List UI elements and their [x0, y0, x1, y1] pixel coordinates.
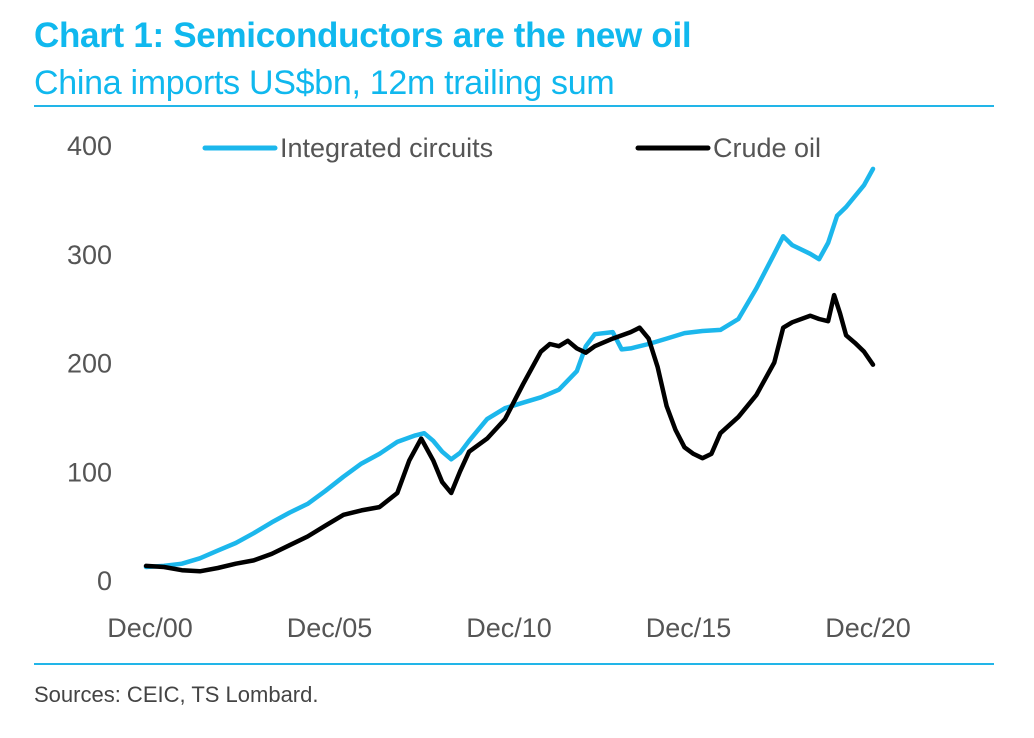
- legend-label: Integrated circuits: [280, 133, 493, 163]
- legend: Integrated circuits Crude oil: [202, 133, 821, 163]
- source-note: Sources: CEIC, TS Lombard.: [34, 682, 319, 707]
- chart-subtitle: China imports US$bn, 12m trailing sum: [34, 64, 615, 102]
- x-axis: Dec/00 Dec/05 Dec/10 Dec/15 Dec/20: [107, 613, 911, 643]
- y-tick-label: 0: [97, 566, 112, 596]
- y-tick-label: 400: [67, 131, 112, 161]
- series-line-integrated-circuits: [143, 166, 876, 570]
- legend-label: Crude oil: [713, 133, 821, 163]
- x-tick-label: Dec/00: [107, 613, 193, 643]
- x-tick-label: Dec/10: [466, 613, 552, 643]
- series-group: [143, 166, 876, 574]
- y-tick-label: 100: [67, 457, 112, 487]
- top-divider: [34, 105, 994, 107]
- y-axis: 0 100 200 300 400: [67, 131, 112, 596]
- chart-title: Chart 1: Semiconductors are the new oil: [34, 16, 692, 55]
- y-tick-label: 300: [67, 240, 112, 270]
- x-tick-label: Dec/20: [825, 613, 911, 643]
- series-line-crude-oil: [143, 292, 876, 574]
- x-tick-label: Dec/05: [287, 613, 373, 643]
- bottom-divider: [34, 663, 994, 665]
- y-tick-label: 200: [67, 349, 112, 379]
- x-tick-label: Dec/15: [646, 613, 732, 643]
